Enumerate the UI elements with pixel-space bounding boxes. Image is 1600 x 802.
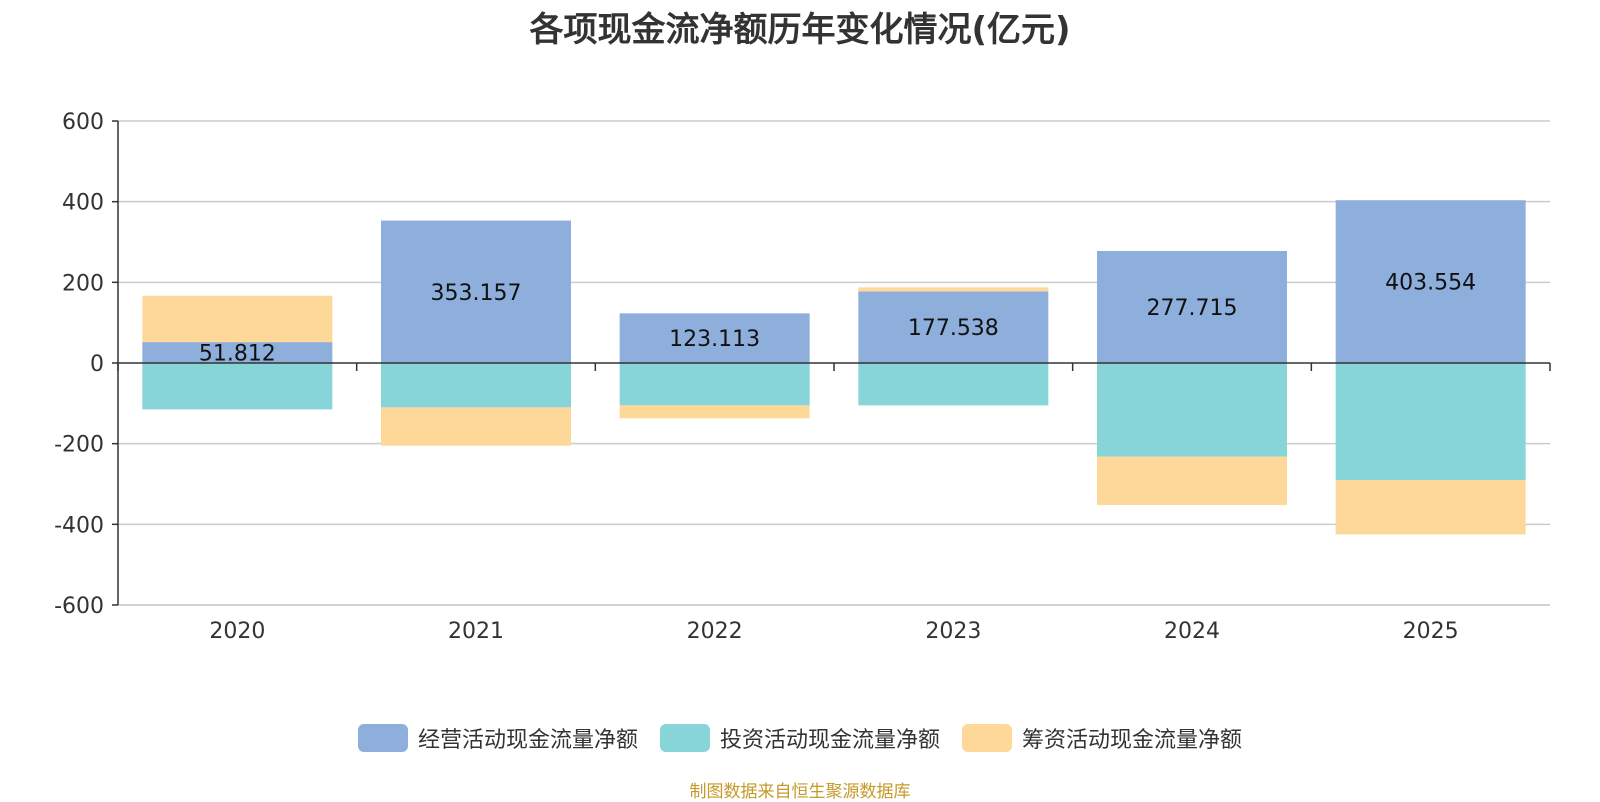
x-tick-label: 2024 <box>1164 619 1220 644</box>
y-tick-label: -200 <box>54 433 104 458</box>
data-label-2025: 403.554 <box>1385 271 1476 296</box>
legend-swatch-financing <box>962 724 1012 752</box>
legend-item-investing[interactable]: 投资活动现金流量净额 <box>659 722 940 754</box>
bar-2021-series-0 <box>381 220 571 363</box>
axes: 600 400 200 0 -200 -400 -600 2020 2021 2022 2023 20… <box>54 110 1551 644</box>
bar-2024-series-1 <box>1097 363 1287 457</box>
legend: 经营活动现金流量净额 投资活动现金流量净额 筹资活动现金流量净额 <box>0 722 1600 754</box>
bar-2021-series-1 <box>381 363 571 408</box>
y-tick-label: -400 <box>54 513 104 538</box>
bar-2023-series-1 <box>858 363 1049 406</box>
bar-2021-series-2 <box>381 407 571 446</box>
bar-2025-series-2 <box>1335 479 1526 535</box>
bar-2024-series-0 <box>1097 250 1287 363</box>
bar-2020-series-1 <box>142 363 333 410</box>
y-tick-label: 200 <box>62 271 104 296</box>
data-label-2023: 177.538 <box>908 316 999 341</box>
bar-2022-series-0 <box>619 313 810 363</box>
x-tick-label: 2022 <box>687 619 743 644</box>
y-tick-label: 600 <box>62 110 104 135</box>
bar-2023-series-2 <box>858 287 1049 292</box>
bar-2023-series-0 <box>858 291 1049 363</box>
data-labels: 51.812 353.157 123.113 177.538 277.715 403.55… <box>199 271 1476 367</box>
bars <box>142 200 1526 535</box>
x-tick-label: 2021 <box>448 619 504 644</box>
legend-label-investing: 投资活动现金流量净额 <box>719 728 940 753</box>
chart-title: 各项现金流净额历年变化情况(亿元) <box>529 10 1071 50</box>
legend-swatch-investing <box>659 724 710 752</box>
data-label-2021: 353.157 <box>431 281 522 306</box>
bar-2025-series-1 <box>1335 363 1526 480</box>
data-label-2020: 51.812 <box>199 342 276 367</box>
legend-swatch-operating <box>357 724 408 752</box>
legend-label-financing: 筹资活动现金流量净额 <box>1022 728 1243 753</box>
y-tick-label: 400 <box>62 191 104 216</box>
x-tick-label: 2023 <box>925 619 981 644</box>
legend-item-operating[interactable]: 经营活动现金流量净额 <box>357 722 638 754</box>
bar-2022-series-1 <box>619 363 810 406</box>
bar-2020-series-2 <box>142 295 333 343</box>
legend-item-financing[interactable]: 筹资活动现金流量净额 <box>962 722 1242 754</box>
y-tick-label: 0 <box>90 352 104 377</box>
bar-2025-series-0 <box>1335 200 1526 363</box>
bar-2024-series-2 <box>1097 456 1287 505</box>
data-label-2024: 277.715 <box>1147 296 1238 321</box>
data-label-2022: 123.113 <box>669 327 760 352</box>
x-tick-label: 2025 <box>1403 619 1459 644</box>
x-tick-label: 2020 <box>209 619 265 644</box>
y-tick-label: -600 <box>54 594 104 619</box>
bar-2020-series-0 <box>142 342 333 363</box>
legend-label-operating: 经营活动现金流量净额 <box>417 728 638 753</box>
source-note: 制图数据来自恒生聚源数据库 <box>689 782 911 802</box>
bar-2022-series-2 <box>619 405 810 419</box>
